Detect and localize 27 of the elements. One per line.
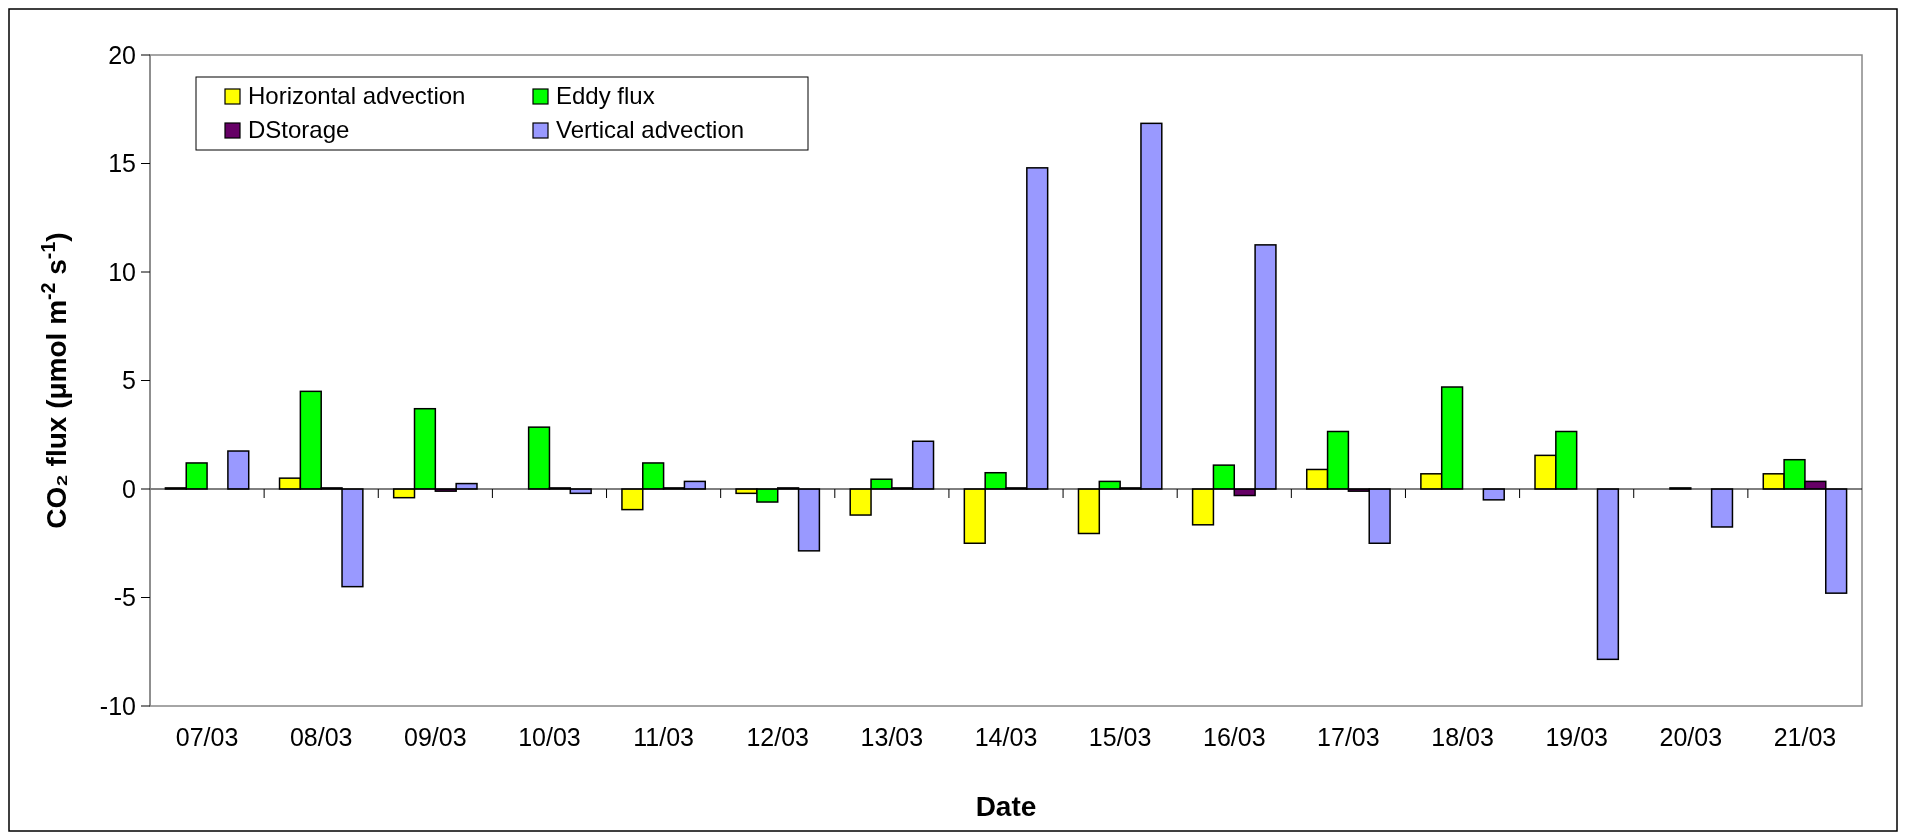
y-tick-label: -10 (99, 691, 136, 720)
x-tick-label: 14/03 (974, 723, 1038, 751)
legend-label: Eddy flux (556, 82, 655, 110)
x-tick-label: 18/03 (1431, 723, 1494, 751)
x-tick-label: 13/03 (860, 723, 924, 751)
x-tick-label: 10/03 (518, 723, 581, 751)
legend-label: DStorage (248, 116, 350, 144)
x-tick-label: 08/03 (289, 723, 353, 751)
x-axis-title: Date (975, 791, 1037, 822)
x-tick-label: 07/03 (175, 723, 239, 751)
legend-label: Vertical advection (556, 116, 745, 144)
x-tick-label: 12/03 (746, 723, 810, 751)
y-tick-label: -5 (113, 583, 136, 612)
x-tick-label: 17/03 (1317, 723, 1380, 751)
x-tick-label: 20/03 (1659, 723, 1723, 751)
y-tick-label: 10 (108, 257, 136, 286)
x-tick-label: 16/03 (1202, 723, 1266, 751)
x-tick-label: 19/03 (1545, 723, 1608, 751)
y-tick-label: 5 (122, 366, 136, 395)
x-tick-label: 11/03 (633, 723, 694, 751)
legend-label: Horizontal advection (248, 82, 466, 110)
x-tick-label: 15/03 (1088, 723, 1152, 751)
y-tick-label: 0 (122, 474, 136, 503)
y-tick-label: 20 (108, 40, 136, 69)
x-tick-label: 21/03 (1773, 723, 1837, 751)
x-tick-label: 09/03 (404, 723, 467, 751)
y-tick-label: 15 (108, 149, 136, 178)
